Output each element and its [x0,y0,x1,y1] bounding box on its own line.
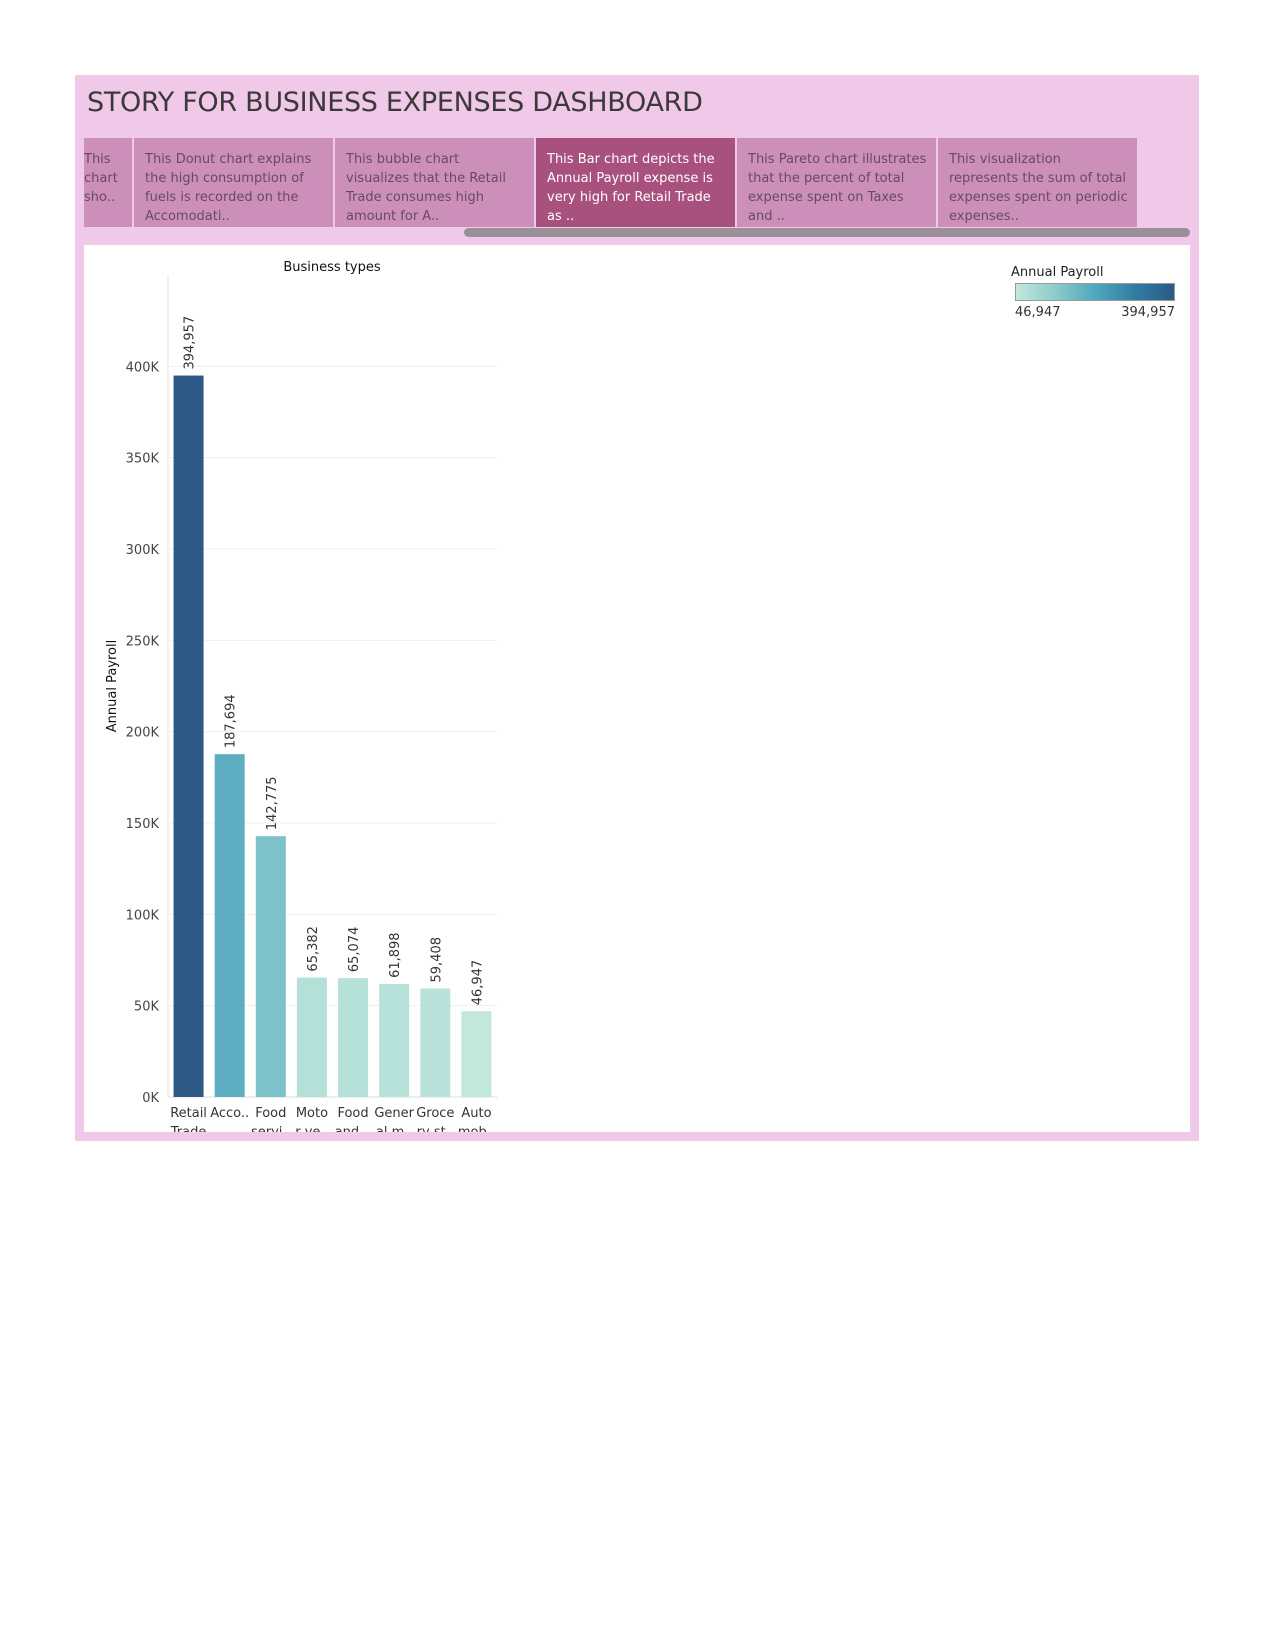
story-point-caption: This bubble chart visualizes that the Re… [346,152,506,224]
legend-min-label: 46,947 [1015,305,1061,320]
x-tick-label: Trade [170,1125,207,1132]
bar [461,1011,492,1097]
legend-title: Annual Payroll [1011,265,1104,280]
x-tick-label: Retail [170,1106,207,1121]
chart-title: Business types [283,260,380,275]
x-tick-label: Food [255,1106,286,1121]
bar-value-label: 59,408 [429,937,444,983]
story-point-5[interactable]: This Pareto chart illustrates that the p… [737,138,936,227]
color-legend: Annual Payroll 46,947 394,957 [1011,265,1191,325]
y-tick-label: 150K [126,817,160,832]
y-tick-label: 0K [142,1091,159,1106]
bar [214,754,245,1097]
y-tick-label: 350K [126,452,160,467]
story-point-6[interactable]: This visualization represents the sum of… [938,138,1137,227]
bar [420,988,451,1097]
bar [338,978,369,1097]
y-tick-label: 300K [126,543,160,558]
dashboard-panel: Business types Annual Payroll 0K 50K 100K 150… [84,245,1190,1132]
bar-value-label: 394,957 [183,316,198,370]
x-tick-label: r ve.. [295,1125,328,1132]
story-point-caption: This visualization represents the sum of… [949,152,1128,224]
x-tick-label: Groce [416,1106,454,1121]
x-tick-label: and .. [335,1125,372,1132]
bar [296,977,327,1097]
story-point-caption: This Donut chart explains the high consu… [145,152,312,224]
bar-value-label: 65,382 [306,926,321,972]
y-tick-label: 400K [126,360,160,375]
bar-value-label: 46,947 [470,960,485,1006]
bar [379,983,410,1097]
story-point-1[interactable]: This chart sho.. [84,138,132,227]
bar [255,836,286,1097]
x-tick-label: Moto [296,1106,328,1121]
x-tick-label: Food [337,1106,368,1121]
bar-value-label: 65,074 [347,927,362,973]
story-title: STORY FOR BUSINESS EXPENSES DASHBOARD [87,87,703,118]
x-tick-label: al m.. [376,1125,413,1132]
bar [173,375,204,1097]
y-tick-label: 50K [134,1000,160,1015]
story-point-caption: This Bar chart depicts the Annual Payrol… [547,152,715,224]
navigator-scrollbar[interactable] [464,228,1190,237]
x-tick-label: Gener [374,1106,414,1121]
legend-gradient-bar [1015,283,1175,301]
x-tick-label: ry st.. [417,1125,454,1132]
story-navigator: This chart sho.. This Donut chart explai… [84,138,1190,227]
bar-value-label: 142,775 [265,776,280,830]
x-tick-label: Auto [461,1106,491,1121]
y-tick-label: 100K [126,908,160,923]
x-tick-label: mob.. [458,1125,495,1132]
story-point-caption: This Pareto chart illustrates that the p… [748,152,927,224]
story-point-caption: This chart sho.. [84,152,118,205]
story-container: STORY FOR BUSINESS EXPENSES DASHBOARD Th… [75,75,1199,1141]
y-tick-label: 250K [126,634,160,649]
y-tick-label: 200K [126,726,160,741]
bar-value-label: 61,898 [388,932,403,978]
story-point-2[interactable]: This Donut chart explains the high consu… [134,138,333,227]
story-point-4[interactable]: This Bar chart depicts the Annual Payrol… [536,138,735,227]
story-point-3[interactable]: This bubble chart visualizes that the Re… [335,138,534,227]
x-tick-label: servi.. [251,1125,291,1132]
bar-chart: Business types Annual Payroll 0K 50K 100K 150… [105,260,497,1132]
legend-labels: 46,947 394,957 [1011,305,1191,325]
x-tick-label: Acco.. [210,1106,249,1121]
legend-max-label: 394,957 [1121,305,1175,320]
y-axis-label: Annual Payroll [105,640,120,732]
bar-value-label: 187,694 [224,694,239,748]
